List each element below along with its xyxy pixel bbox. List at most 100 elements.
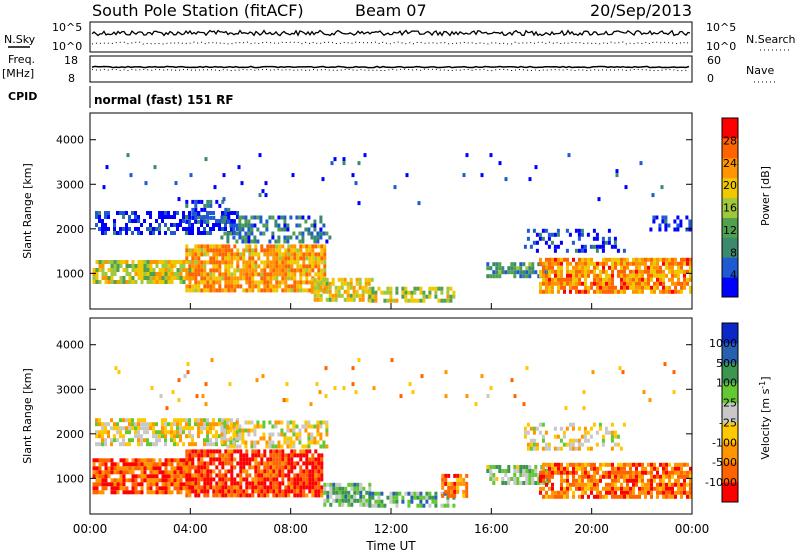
heatmap-cell (668, 462, 671, 467)
heatmap-cell (578, 486, 581, 491)
heatmap-cell (227, 248, 231, 253)
heatmap-cell (667, 223, 671, 228)
power-ylabel: Slant Range [km] (21, 163, 34, 259)
heatmap-cell (358, 285, 362, 290)
heatmap-cell (230, 426, 233, 431)
heatmap-cell (650, 474, 653, 479)
heatmap-cell (689, 269, 692, 274)
heatmap-cell (119, 486, 123, 491)
heatmap-cell (244, 239, 248, 244)
heatmap-cell (688, 227, 692, 232)
heatmap-cell (176, 462, 180, 467)
heatmap-cell (314, 264, 318, 269)
heatmap-cell (620, 261, 623, 266)
heatmap-cell (317, 465, 321, 470)
heatmap-cell (260, 485, 264, 490)
heatmap-cell (176, 227, 179, 231)
heatmap-cell (269, 485, 273, 490)
heatmap-cell (674, 462, 677, 467)
heatmap-cell (608, 257, 611, 262)
heatmap-cell (632, 289, 635, 294)
heatmap-cell (238, 436, 242, 441)
heatmap-cell (596, 285, 599, 290)
heatmap-cell (271, 235, 275, 240)
heatmap-cell (586, 438, 590, 443)
heatmap-cell (322, 440, 326, 445)
heatmap-cell (278, 264, 282, 269)
heatmap-cell (200, 430, 203, 435)
heatmap-cell (215, 248, 219, 253)
heatmap-cell (680, 490, 683, 495)
heatmap-cell (447, 485, 451, 490)
heatmap-cell (236, 461, 240, 466)
heatmap-cell (185, 481, 189, 486)
heatmap-cell (95, 482, 99, 487)
heatmap-cell (611, 474, 614, 479)
heatmap-cell (280, 444, 284, 449)
heatmap-cell (577, 446, 581, 451)
heatmap-cell (227, 272, 231, 277)
heatmap-cell (683, 261, 686, 266)
heatmap-cell (371, 503, 375, 508)
heatmap-cell (419, 290, 423, 295)
heatmap-cell (164, 430, 167, 435)
heatmap-cell (203, 473, 207, 478)
heatmap-cell (623, 486, 626, 491)
heatmap-cell (668, 486, 671, 491)
heatmap-cell (280, 420, 284, 425)
heatmap-cell (146, 490, 150, 495)
heatmap-cell (404, 298, 408, 303)
heatmap-cell (566, 257, 569, 262)
heatmap-cell (233, 244, 237, 249)
heatmap-cell (578, 269, 581, 274)
heatmap-cell (323, 490, 327, 495)
heatmap-cell (553, 426, 557, 431)
heatmap-cell (221, 211, 225, 216)
heatmap-cell (131, 231, 134, 235)
heatmap-cell (242, 453, 246, 458)
heatmap-cell (277, 440, 281, 445)
heatmap-cell (662, 257, 665, 262)
heatmap-cell (658, 223, 662, 228)
heatmap-cell (498, 161, 502, 166)
heatmap-cell (604, 426, 608, 431)
heatmap-cell (209, 231, 212, 235)
heatmap-cell (593, 289, 596, 294)
heatmap-cell (272, 489, 276, 494)
heatmap-cell (98, 211, 101, 215)
heatmap-cell (450, 485, 454, 490)
heatmap-cell (95, 280, 99, 284)
heatmap-cell (290, 272, 294, 277)
heatmap-cell (206, 244, 210, 249)
heatmap-cell (212, 260, 216, 265)
heatmap-cell (380, 503, 384, 508)
heatmap-cell (260, 493, 264, 498)
heatmap-cell (544, 228, 548, 233)
heatmap-cell (626, 257, 629, 262)
heatmap-cell (137, 272, 141, 276)
heatmap-cell (590, 462, 593, 467)
heatmap-cell (489, 266, 493, 271)
heatmap-cell (319, 293, 323, 298)
heatmap-cell (311, 473, 315, 478)
heatmap-cell (238, 235, 242, 240)
heatmap-cell (393, 185, 397, 190)
heatmap-cell (155, 482, 159, 487)
heatmap-cell (197, 231, 200, 235)
heatmap-cell (287, 284, 291, 289)
heatmap-cell (185, 418, 188, 423)
heatmap-cell (203, 469, 207, 474)
heatmap-cell (644, 486, 647, 491)
heatmap-cell (673, 219, 677, 224)
heatmap-cell (188, 252, 192, 257)
heatmap-cell (253, 444, 257, 449)
heatmap-cell (608, 482, 611, 487)
heatmap-cell (191, 485, 195, 490)
heatmap-cell (278, 461, 282, 466)
heatmap-cell (293, 248, 297, 253)
heatmap-cell (104, 482, 108, 487)
heatmap-cell (131, 211, 134, 215)
heatmap-cell (194, 493, 198, 498)
heatmap-cell (152, 426, 155, 431)
heatmap-cell (650, 470, 653, 475)
